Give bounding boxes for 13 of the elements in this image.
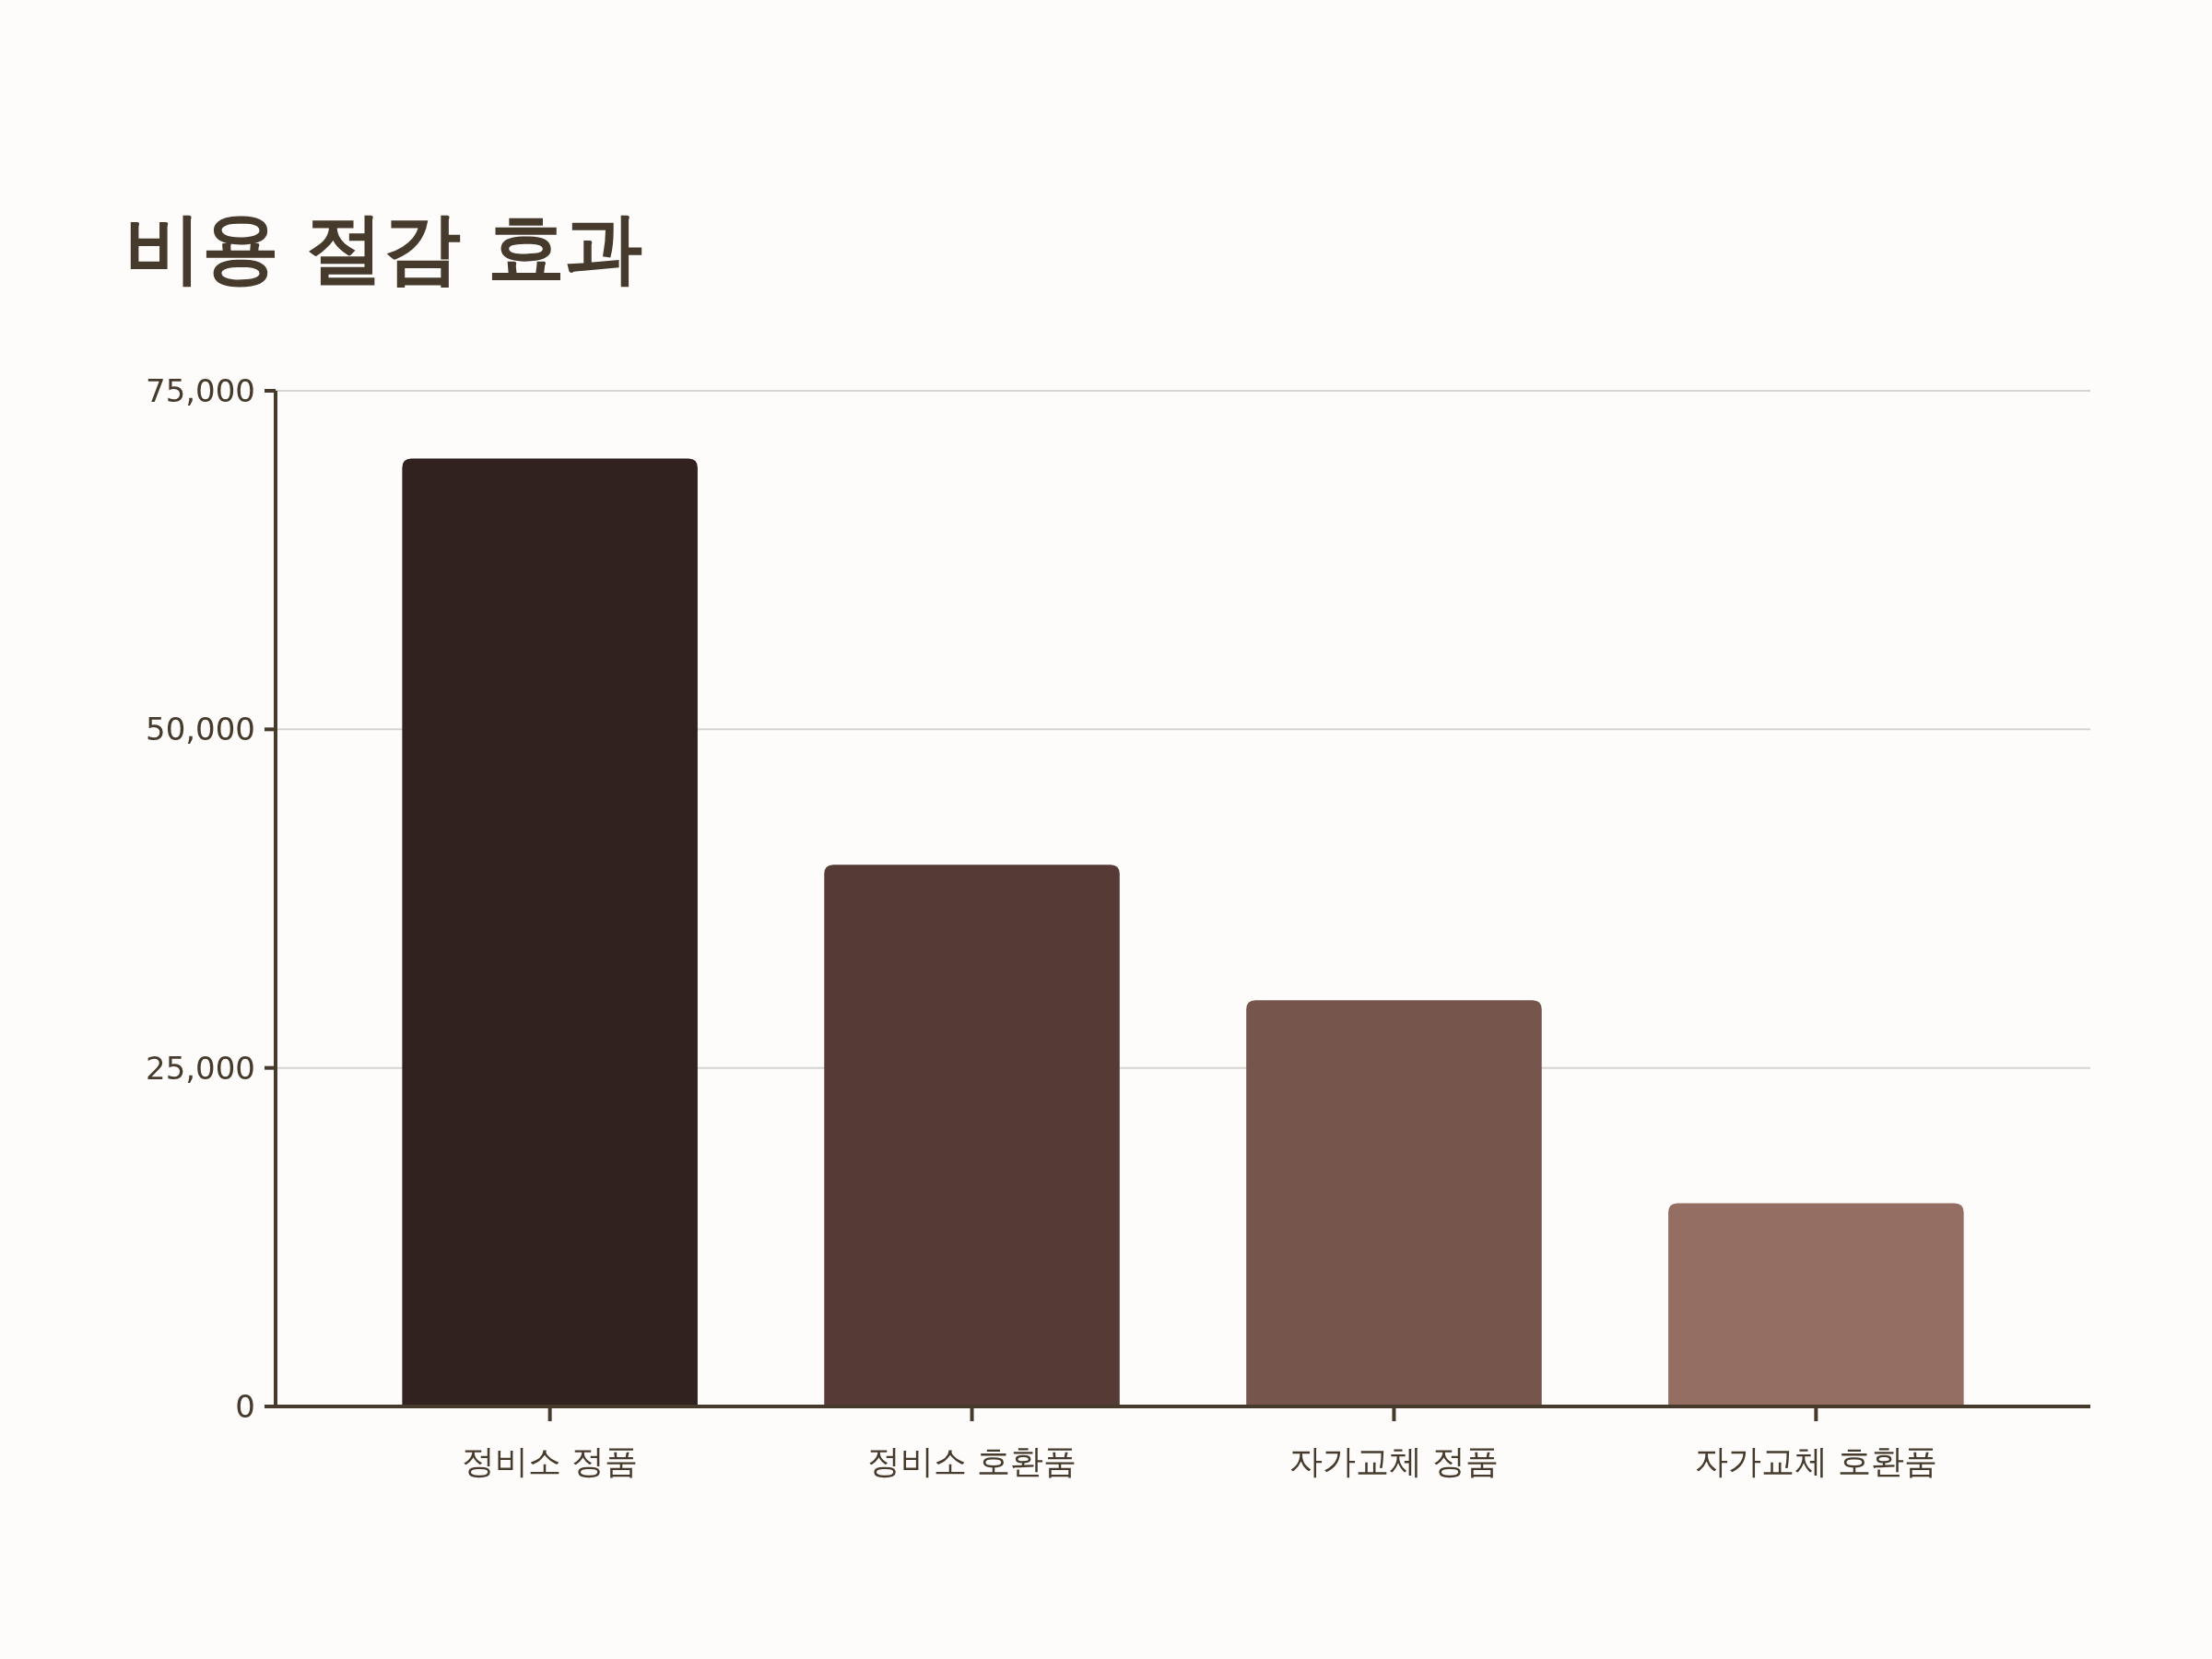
x-tick-label: 자가교체 정품 <box>1288 1442 1500 1480</box>
bar <box>824 865 1120 1406</box>
y-tick-label: 50,000 <box>146 711 255 748</box>
y-tick-label: 75,000 <box>146 372 255 409</box>
bar <box>1246 1000 1542 1406</box>
bar <box>402 458 698 1406</box>
x-tick-label: 자가교체 호환품 <box>1694 1442 1938 1480</box>
y-tick-label: 0 <box>235 1388 255 1425</box>
bar <box>1668 1203 1964 1406</box>
x-tick-label: 정비소 호환품 <box>866 1442 1077 1480</box>
chart-title: 비용 절감 효과 <box>124 203 643 293</box>
x-tick-label: 정비소 정품 <box>461 1442 639 1480</box>
y-tick-label: 25,000 <box>146 1049 255 1087</box>
